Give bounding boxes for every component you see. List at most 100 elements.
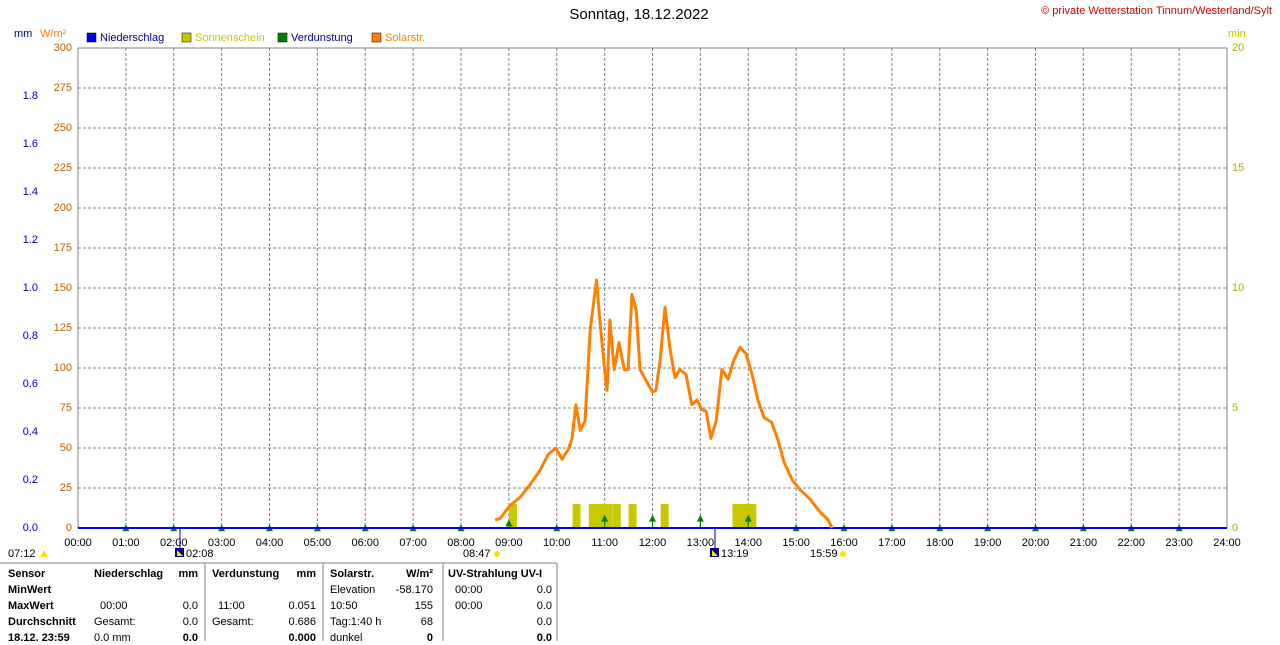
y3-tick-label: 1.4 — [23, 186, 38, 198]
event-time: 08:47 — [463, 548, 491, 560]
x-tick-label: 16:00 — [830, 537, 858, 549]
evaporation-marker — [505, 519, 513, 528]
table-cell: 0.686 — [288, 616, 316, 628]
x-tick-label: 06:00 — [351, 537, 379, 549]
sunshine-bar — [604, 504, 613, 528]
table-cell: 18.12. 23:59 — [8, 632, 70, 644]
y-tick-label: 125 — [54, 322, 72, 334]
y3-tick-label: 0.6 — [23, 378, 38, 390]
legend-label: Sonnenschein — [195, 32, 265, 44]
table-cell: Niederschlag — [94, 568, 164, 580]
table-cell: 00:00 — [455, 600, 483, 612]
y3-tick-label: 1.0 — [23, 282, 38, 294]
table-cell: mm — [178, 568, 198, 580]
event-time: 15:59 — [810, 548, 838, 560]
sunshine-bar — [588, 504, 597, 528]
y-tick-label: 275 — [54, 82, 72, 94]
table-cell: 00:00 — [100, 600, 128, 612]
x-tick-label: 12:00 — [639, 537, 667, 549]
x-tick-label: 05:00 — [304, 537, 332, 549]
evaporation-marker — [601, 514, 609, 528]
table-cell: Verdunstung — [212, 568, 280, 580]
y-tick-label: 25 — [60, 482, 72, 494]
x-tick-label: 15:00 — [782, 537, 810, 549]
x-tick-label: 11:00 — [591, 537, 618, 549]
table-cell: 155 — [414, 600, 433, 612]
y3-axis-unit: mm — [14, 28, 32, 40]
table-cell: Tag:1:40 h — [330, 616, 382, 628]
y2-tick-label: 0 — [1232, 522, 1238, 534]
x-tick-label: 22:00 — [1117, 537, 1145, 549]
x-tick-label: 23:00 — [1165, 537, 1193, 549]
sunshine-bar — [732, 504, 741, 528]
y3-tick-label: 0.0 — [23, 522, 38, 534]
x-tick-label: 17:00 — [878, 537, 906, 549]
y2-tick-label: 20 — [1232, 42, 1244, 54]
sun-icon — [494, 551, 500, 557]
moon-face — [712, 550, 718, 556]
table-cell: 00:00 — [455, 584, 483, 596]
event-time: 02:08 — [186, 548, 214, 560]
y-tick-label: 0 — [66, 522, 72, 534]
x-tick-label: 20:00 — [1022, 537, 1050, 549]
table-cell: 0.0 — [536, 600, 552, 612]
evaporation-marker — [696, 514, 704, 528]
table-cell: mm — [296, 568, 316, 580]
sunshine-bar — [612, 504, 621, 528]
x-tick-label: 13:00 — [687, 537, 715, 549]
table-cell: W/m² — [406, 568, 433, 580]
sunshine-bar — [660, 504, 669, 528]
sunshine-bar — [596, 504, 605, 528]
x-tick-label: 08:00 — [447, 537, 475, 549]
x-tick-label: 21:00 — [1070, 537, 1098, 549]
table-cell: MinWert — [8, 584, 52, 596]
table-cell: Gesamt: — [94, 616, 136, 628]
legend-swatch — [277, 32, 288, 43]
table-cell: -58.170 — [395, 584, 433, 596]
sunshine-bar — [508, 504, 517, 528]
solar-line — [494, 278, 834, 529]
x-tick-label: 00:00 — [64, 537, 92, 549]
y3-tick-label: 0.8 — [23, 330, 38, 342]
y2-axis-unit: min — [1228, 28, 1246, 40]
sunshine-bar — [572, 504, 581, 528]
table-cell: Elevation — [330, 584, 376, 596]
table-cell: Durchschnitt — [8, 616, 76, 628]
x-tick-label: 10:00 — [543, 537, 571, 549]
event-time: 07:12 — [8, 548, 36, 560]
legend-label: Niederschlag — [100, 32, 164, 44]
y-tick-label: 175 — [54, 242, 72, 254]
table-cell: Sensor — [8, 568, 46, 580]
y2-tick-label: 15 — [1232, 162, 1244, 174]
sun-icon — [840, 551, 846, 557]
x-tick-label: 03:00 — [208, 537, 236, 549]
x-tick-label: 07:00 — [399, 537, 427, 549]
x-tick-label: 01:00 — [112, 537, 140, 549]
evaporation-marker — [744, 514, 752, 528]
y3-tick-label: 1.8 — [23, 90, 38, 102]
y3-tick-label: 1.6 — [23, 138, 38, 150]
x-tick-label: 19:00 — [974, 537, 1002, 549]
x-tick-label: 14:00 — [734, 537, 762, 549]
x-tick-label: 18:00 — [926, 537, 954, 549]
legend-swatch — [181, 32, 192, 43]
table-cell: 0.000 — [288, 632, 316, 644]
moon-face — [177, 550, 183, 556]
table-cell: 68 — [420, 616, 433, 628]
x-tick-label: 24:00 — [1213, 537, 1241, 549]
y3-tick-label: 1.2 — [23, 234, 38, 246]
legend-label: Solarstr. — [385, 32, 425, 44]
evaporation-marker — [649, 514, 656, 528]
table-cell: 0.0 mm — [94, 632, 131, 644]
copyright: © private Wetterstation Tinnum/Westerlan… — [1041, 5, 1272, 17]
table-cell: Gesamt: — [212, 616, 254, 628]
chart-title: Sonntag, 18.12.2022 — [569, 6, 708, 23]
y-tick-label: 225 — [54, 162, 72, 174]
y3-tick-label: 0.4 — [23, 426, 38, 438]
legend-swatch — [371, 32, 382, 43]
y-tick-label: 75 — [60, 402, 72, 414]
sunshine-bar — [628, 504, 637, 528]
table-cell: 11:00 — [218, 600, 245, 612]
table-cell: 0 — [426, 632, 433, 644]
